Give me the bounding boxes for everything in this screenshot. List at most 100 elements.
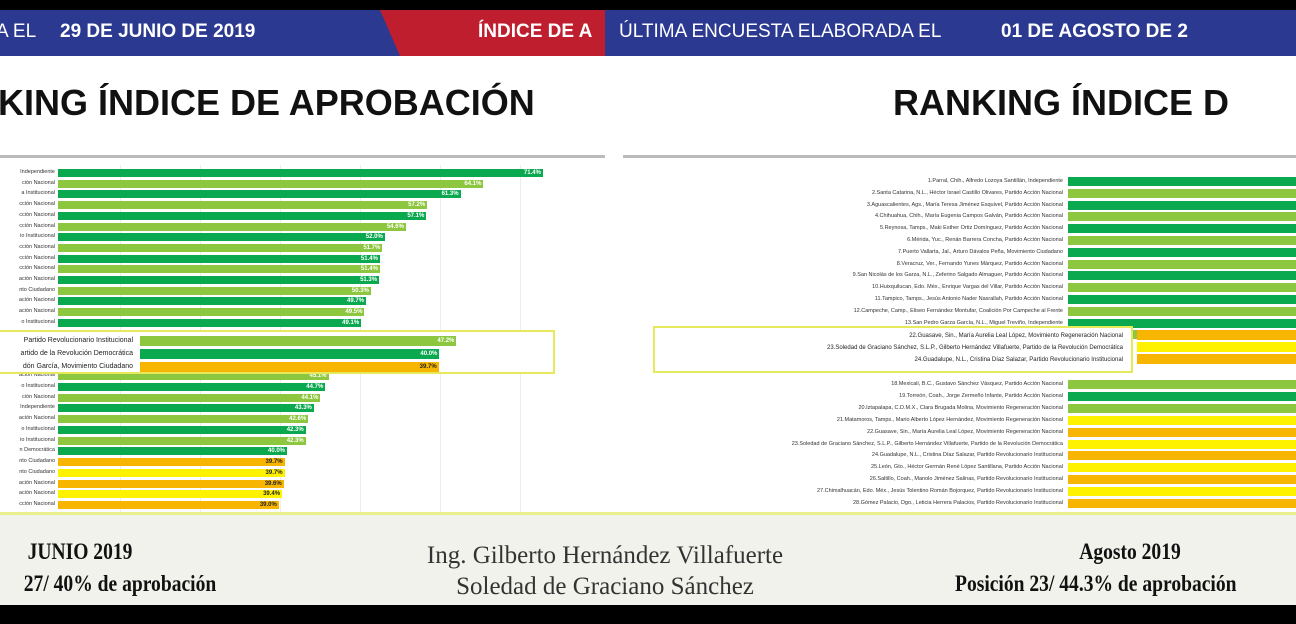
bar: [1068, 295, 1296, 304]
data-label: 49.1%: [342, 319, 360, 326]
bar: [58, 415, 309, 423]
category-label: 2.Santa Catarina, N.L., Héctor Israel Ca…: [871, 189, 1063, 196]
bar: [58, 286, 371, 295]
divider: [0, 155, 605, 158]
june-header-right: ÍNDICE DE A: [478, 21, 593, 42]
august-header-date: 01 DE AGOSTO DE 2: [1001, 21, 1188, 42]
category-label: nto Ciudadano: [19, 286, 55, 293]
category-label: nto Ciudadano: [19, 458, 55, 464]
bar: [58, 254, 380, 263]
category-label: 13.San Pedro Garza García, N.L., Miguel …: [904, 319, 1063, 326]
category-label: cción Nacional: [19, 254, 55, 261]
municipality-name: Soledad de Graciano Sánchez: [456, 573, 754, 600]
bar: [58, 318, 362, 327]
category-label: 24.Guadalupe, N.L., Cristina Díaz Salaza…: [871, 452, 1063, 459]
bar: [58, 233, 385, 242]
candidate-name: Ing. Gilberto Hernández Villafuerte: [426, 542, 784, 569]
caption-band: JUNIO 2019 27/ 40% de aprobación Ing. Gi…: [0, 512, 1296, 605]
highlight-box: 22.Guasave, Sin., María Aurelia Leal Lóp…: [653, 326, 1133, 373]
bar: [1068, 463, 1296, 473]
bar: [1068, 380, 1296, 389]
category-label: 12.Campeche, Camp., Eliseo Fernández Mon…: [853, 307, 1063, 314]
bar: [1068, 188, 1296, 198]
august-caption-detail: Posición 23/ 44.3% de aprobación: [955, 571, 1237, 596]
highlight-bar: [1137, 354, 1296, 364]
data-label: 52.0%: [365, 234, 383, 241]
category-label: 9.San Nicolás de los Garza, N.L., Zeferi…: [852, 272, 1063, 279]
highlight-category-label: 24.Guadalupe, N.L., Cristina Díaz Salaza…: [914, 357, 1123, 363]
august-header-prefix: ÚLTIMA ENCUESTA ELABORADA EL: [619, 21, 942, 42]
june-caption-title: JUNIO 2019: [27, 539, 133, 564]
data-label: 42.3%: [286, 426, 304, 433]
category-label: ación Nacional: [18, 276, 55, 282]
highlight-bar: [140, 336, 457, 346]
data-label: 39.7%: [265, 469, 283, 476]
category-label: 11.Tampico, Tamps., Jesús Antonio Nader …: [874, 296, 1063, 302]
category-label: 18.Mexicali, B.C., Gustavo Sánchez Vásqu…: [891, 381, 1063, 387]
bar: [58, 447, 287, 456]
category-label: cción Nacional: [19, 265, 55, 272]
highlight-data-label: 39.7%: [419, 364, 437, 370]
category-label: 7.Puerto Vallarta, Jal., Arturo Dávalos …: [898, 248, 1063, 255]
category-label: io Institucional: [20, 233, 55, 240]
data-label: 43.3%: [294, 405, 312, 412]
bar: [58, 404, 314, 413]
bar: [58, 211, 427, 220]
category-label: 21.Matamoros, Tamps., Mario Alberto Lópe…: [836, 416, 1063, 423]
bar: [1068, 427, 1296, 437]
category-label: ación Nacional: [18, 372, 55, 378]
category-label: n Democrática: [19, 447, 55, 454]
bar: [1068, 200, 1296, 210]
bar: [58, 458, 285, 466]
category-label: 19.Torreón, Coah., Jorge Zermeño Infante…: [899, 392, 1063, 399]
data-label: 51.4%: [360, 255, 378, 262]
category-label: ación Nacional: [18, 490, 55, 497]
august-header-band: ÚLTIMA ENCUESTA ELABORADA EL 01 DE AGOST…: [605, 10, 1296, 56]
bar: [58, 190, 461, 199]
data-label: 49.7%: [347, 298, 365, 305]
category-label: cción Nacional: [19, 501, 55, 507]
bar: [58, 201, 428, 210]
bar: [1068, 271, 1296, 281]
highlight-category-label: 23.Soledad de Graciano Sánchez, S.L.P., …: [827, 345, 1123, 351]
bar: [58, 265, 380, 274]
highlight-box: 47.2% Partido Revolucionario Instituciona…: [0, 330, 555, 374]
data-label: 44.1%: [301, 394, 319, 401]
bar: [1068, 415, 1296, 425]
june-header-band: A EL 29 DE JUNIO DE 2019 ÍNDICE DE A: [0, 10, 605, 56]
data-label: 71.4%: [523, 170, 541, 176]
category-label: cción Nacional: [19, 201, 55, 208]
bar: [58, 297, 367, 306]
data-label: 51.7%: [363, 244, 381, 251]
bar: [58, 382, 326, 391]
bar: [1068, 391, 1296, 401]
june-ranking-panel: A EL 29 DE JUNIO DE 2019 ÍNDICE DE A KIN…: [0, 10, 605, 515]
category-label: 27.Chimalhuacán, Edo. Méx., Jesús Tolent…: [816, 488, 1063, 495]
data-label: 45.1%: [309, 373, 327, 379]
data-label: 40.0%: [267, 448, 285, 455]
bar: [58, 479, 284, 488]
data-label: 50.3%: [351, 287, 369, 294]
category-label: 28.Gómez Palacio, Dgo., Leticia Herrera …: [852, 500, 1063, 506]
category-label: 8.Veracruz, Ver., Fernando Yunes Márquez…: [896, 260, 1063, 267]
category-label: cción Nacional: [19, 211, 55, 218]
divider: [623, 155, 1296, 158]
bar: [58, 222, 406, 231]
category-label: cción Nacional: [19, 243, 55, 250]
bar: [1068, 224, 1296, 234]
data-label: 57.1%: [407, 212, 425, 219]
data-label: 51.3%: [360, 277, 378, 283]
bar: [1068, 499, 1296, 508]
category-label: Independiente: [20, 169, 55, 175]
category-label: ación Nacional: [18, 415, 55, 421]
category-label: 23.Soledad de Graciano Sánchez, S.L.P., …: [791, 440, 1063, 447]
bar: [1068, 247, 1296, 257]
category-label: ación Nacional: [18, 308, 55, 315]
bar: [58, 436, 306, 445]
category-label: 3.Aguascalientes, Ags., María Teresa Jim…: [866, 201, 1063, 208]
category-label: ación Nacional: [18, 297, 55, 304]
category-label: nto Ciudadano: [19, 468, 55, 475]
bar: [58, 169, 543, 177]
bar: [58, 501, 279, 509]
highlight-bar: [1137, 330, 1296, 340]
